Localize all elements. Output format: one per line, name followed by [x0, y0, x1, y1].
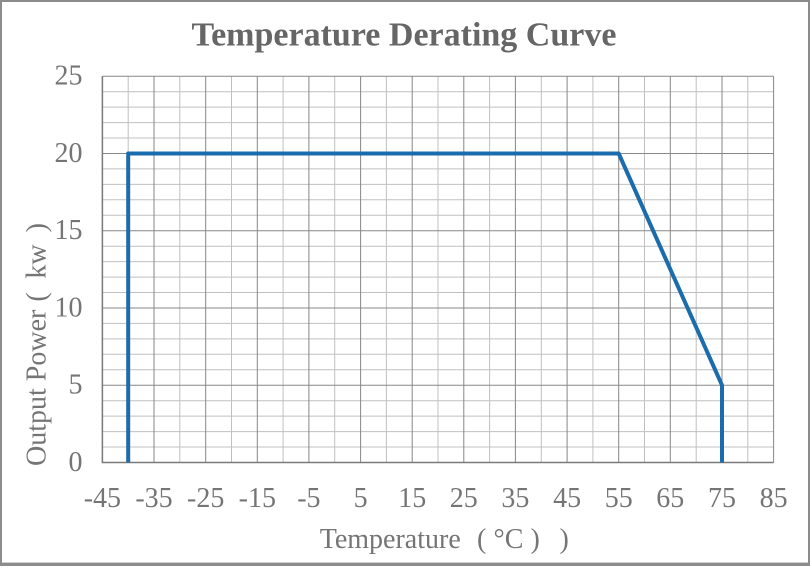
svg-text:-35: -35	[135, 483, 172, 514]
svg-text:5: 5	[69, 370, 83, 401]
svg-text:5: 5	[354, 483, 368, 514]
svg-text:20: 20	[55, 138, 83, 169]
svg-text:Output Power(kw): Output Power(kw)	[22, 223, 53, 466]
svg-text:55: 55	[605, 483, 633, 514]
svg-text:-45: -45	[84, 483, 121, 514]
svg-text:85: 85	[760, 483, 788, 514]
svg-text:75: 75	[708, 483, 736, 514]
svg-text:-15: -15	[239, 483, 276, 514]
svg-text:0: 0	[69, 447, 83, 478]
svg-text:-5: -5	[297, 483, 320, 514]
svg-text:45: 45	[553, 483, 581, 514]
svg-text:°C: °C	[494, 524, 524, 555]
svg-text:): )	[560, 524, 569, 555]
svg-text:25: 25	[450, 483, 478, 514]
svg-text:65: 65	[656, 483, 684, 514]
svg-text:35: 35	[501, 483, 529, 514]
svg-text:25: 25	[55, 61, 83, 92]
svg-text:10: 10	[55, 293, 83, 324]
svg-text:Temperature: Temperature	[320, 524, 461, 555]
svg-text:15: 15	[55, 215, 83, 246]
svg-text:15: 15	[398, 483, 426, 514]
svg-text:(: (	[477, 524, 486, 555]
svg-text:): )	[531, 524, 540, 555]
svg-text:Temperature Derating Curve: Temperature Derating Curve	[192, 17, 617, 54]
svg-text:-25: -25	[187, 483, 224, 514]
